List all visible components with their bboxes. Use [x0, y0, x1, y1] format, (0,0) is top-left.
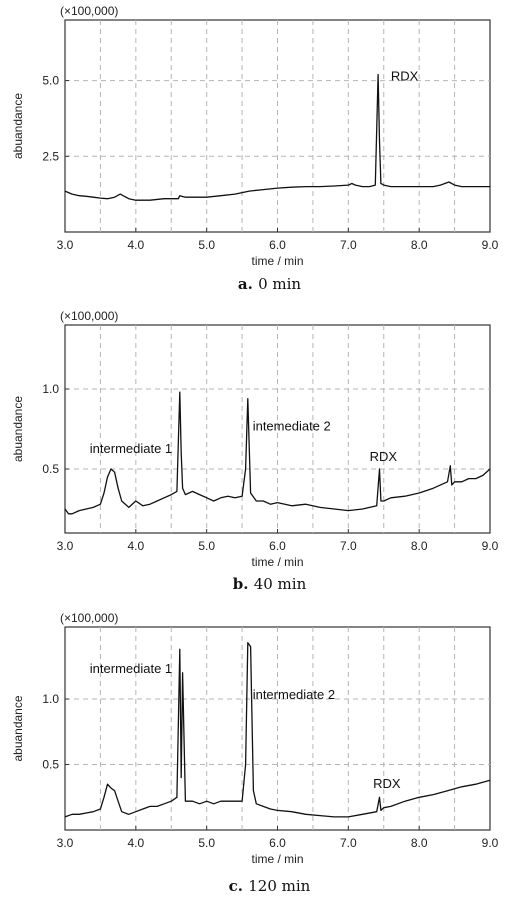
panel-time: 40 min [254, 575, 307, 593]
panel-letter: b. [233, 575, 254, 593]
panel-time: 120 min [248, 877, 310, 895]
peak-annotation: intermediate 1 [90, 661, 172, 676]
y-axis-label: abuandance [11, 396, 25, 462]
x-tick-label: 3.0 [57, 539, 74, 553]
chromatogram-line [64, 642, 491, 818]
x-axis-label: time / min [251, 852, 303, 866]
chromatogram-line [64, 73, 490, 201]
x-tick-label: 7.0 [340, 836, 357, 850]
x-tick-label: 5.0 [198, 836, 215, 850]
panel-caption: c. 120 min [229, 877, 311, 895]
x-tick-label: 9.0 [482, 836, 499, 850]
y-tick-label: 2.5 [42, 149, 59, 163]
x-tick-label: 8.0 [411, 836, 428, 850]
y-tick-label: 0.5 [42, 758, 59, 772]
peak-annotation: intermediate 2 [253, 687, 335, 702]
x-tick-label: 4.0 [127, 238, 144, 252]
y-axis-label: abuandance [11, 695, 25, 761]
x-tick-label: 4.0 [127, 539, 144, 553]
x-tick-label: 5.0 [198, 238, 215, 252]
x-tick-label: 6.0 [269, 836, 286, 850]
x-axis-label: time / min [251, 555, 303, 569]
y-tick-label: 5.0 [42, 74, 59, 88]
panel-caption: a. 0 min [238, 275, 302, 293]
chromatogram-line [64, 391, 491, 515]
chart-panel-3: 3.0 4.0 5.0 6.0 7.0 8.0 9.0 0.5 1.0 (×100,000) abu… [11, 611, 499, 895]
peak-annotation: intermediate 1 [90, 441, 172, 456]
x-tick-label: 7.0 [340, 238, 357, 252]
x-tick-label: 3.0 [57, 836, 74, 850]
peak-annotation: RDX [391, 69, 419, 84]
x-tick-label: 7.0 [340, 539, 357, 553]
x-tick-label: 8.0 [411, 238, 428, 252]
y-multiplier-label: (×100,000) [60, 309, 118, 323]
y-axis-label: abuandance [11, 93, 25, 159]
x-tick-label: 8.0 [411, 539, 428, 553]
x-tick-label: 5.0 [198, 539, 215, 553]
x-tick-label: 6.0 [269, 238, 286, 252]
panel-caption: b. 40 min [233, 575, 307, 593]
peak-annotation: RDX [370, 449, 398, 464]
y-tick-label: 0.5 [42, 462, 59, 476]
peak-annotation: RDX [373, 776, 401, 791]
panel-letter: a. [238, 275, 258, 293]
plot-frame [64, 19, 491, 233]
x-tick-label: 4.0 [127, 836, 144, 850]
panel-time: 0 min [258, 275, 301, 293]
y-tick-label: 1.0 [42, 692, 59, 706]
x-tick-label: 3.0 [57, 238, 74, 252]
peak-annotation: intemediate 2 [253, 419, 331, 434]
y-tick-label: 1.0 [42, 382, 59, 396]
y-multiplier-label: (×100,000) [60, 4, 118, 18]
panel-letter: c. [229, 877, 249, 895]
x-tick-label: 9.0 [482, 238, 499, 252]
y-multiplier-label: (×100,000) [60, 611, 118, 625]
chart-panel-1: 3.0 4.0 5.0 6.0 7.0 8.0 9.0 2.5 5.0 (×100,000) abu… [11, 4, 499, 293]
chart-panel-2: 3.0 4.0 5.0 6.0 7.0 8.0 9.0 0.5 1.0 (×100,000) abu… [11, 309, 499, 593]
x-tick-label: 6.0 [269, 539, 286, 553]
x-tick-label: 9.0 [482, 539, 499, 553]
x-axis-label: time / min [251, 254, 303, 268]
